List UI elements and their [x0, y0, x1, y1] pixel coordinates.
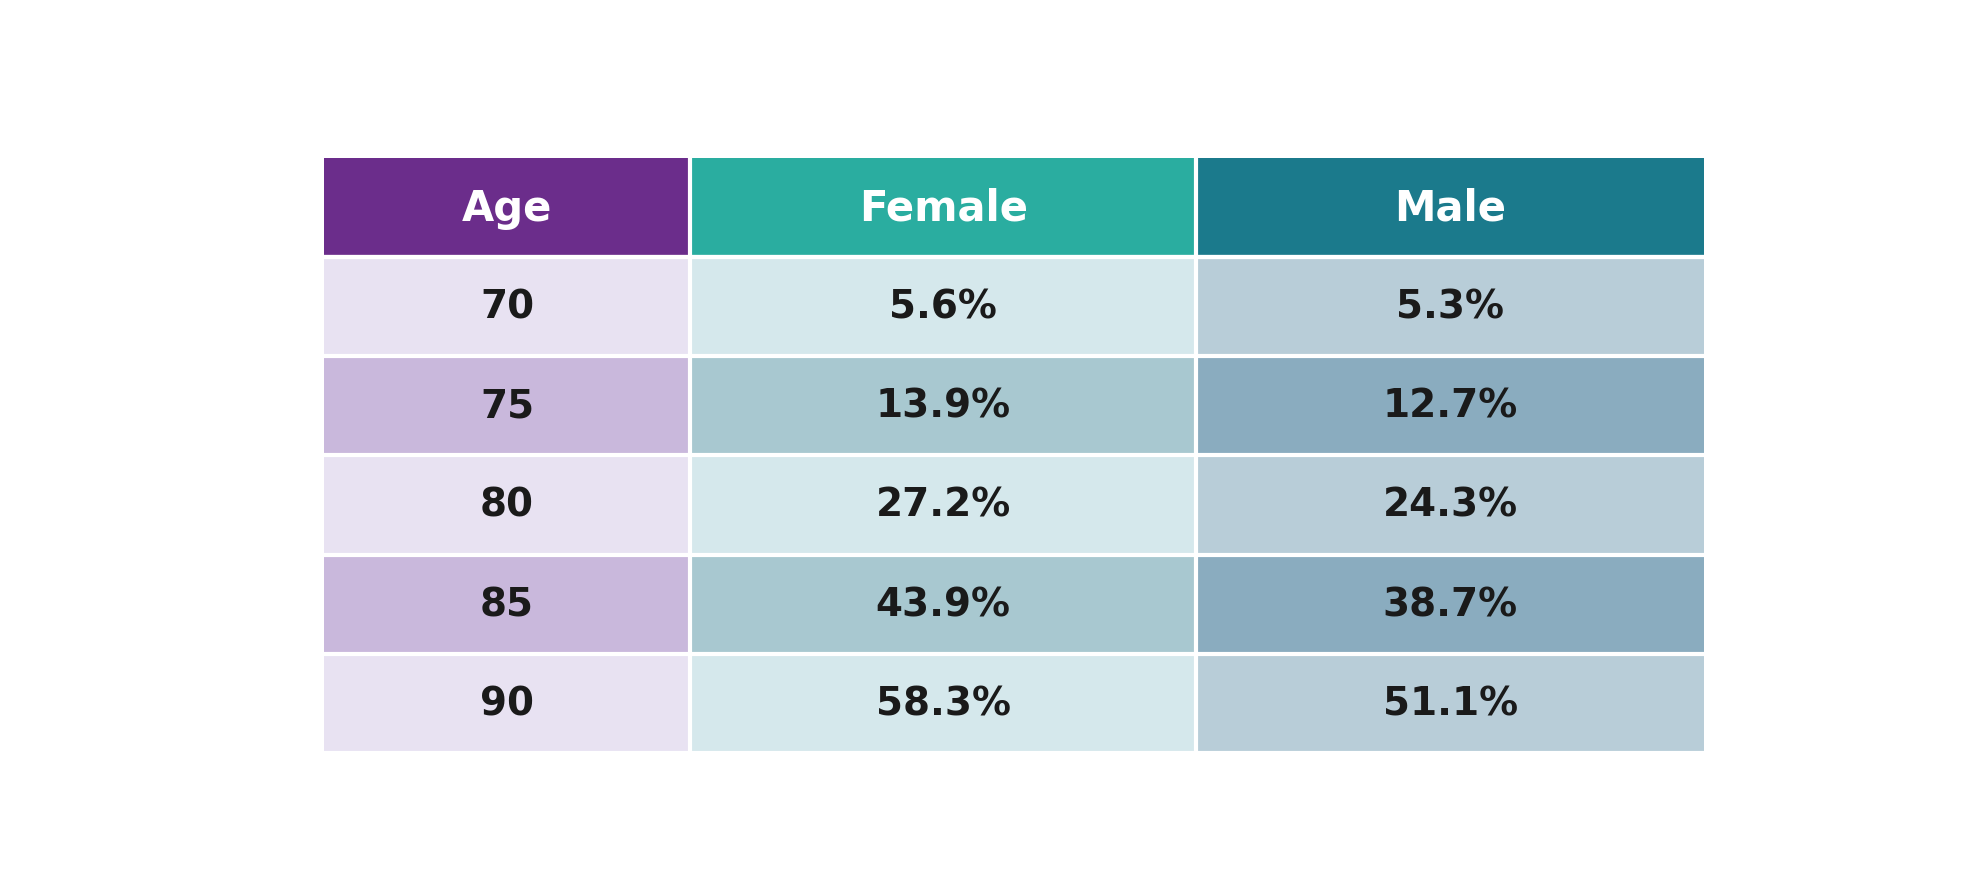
Bar	[1197, 357, 1704, 456]
Bar	[691, 160, 1197, 257]
Text: 58.3%: 58.3%	[875, 685, 1011, 723]
Bar	[1197, 654, 1704, 753]
Text: 75: 75	[479, 388, 534, 425]
Text: 12.7%: 12.7%	[1383, 388, 1518, 425]
Bar	[691, 257, 1197, 357]
Text: 24.3%: 24.3%	[1383, 487, 1518, 524]
Text: 43.9%: 43.9%	[875, 586, 1011, 624]
Bar	[325, 357, 691, 456]
Bar	[691, 654, 1197, 753]
Text: 85: 85	[481, 586, 534, 624]
Bar	[691, 456, 1197, 555]
Text: 5.3%: 5.3%	[1397, 288, 1504, 326]
Bar	[1197, 257, 1704, 357]
Text: 38.7%: 38.7%	[1383, 586, 1518, 624]
Text: Male: Male	[1395, 188, 1506, 229]
Bar	[325, 654, 691, 753]
Bar	[325, 160, 691, 257]
Bar	[325, 456, 691, 555]
Bar	[691, 555, 1197, 654]
Text: 51.1%: 51.1%	[1383, 685, 1518, 723]
Text: Female: Female	[859, 188, 1027, 229]
Text: 70: 70	[479, 288, 534, 326]
Bar	[691, 357, 1197, 456]
Text: 5.6%: 5.6%	[889, 288, 997, 326]
Text: 27.2%: 27.2%	[875, 487, 1011, 524]
Text: 13.9%: 13.9%	[875, 388, 1011, 425]
Text: 80: 80	[481, 487, 534, 524]
Text: 90: 90	[481, 685, 534, 723]
Bar	[1197, 160, 1704, 257]
Bar	[1197, 555, 1704, 654]
Bar	[325, 257, 691, 357]
Bar	[325, 555, 691, 654]
Text: Age: Age	[461, 188, 552, 229]
Bar	[1197, 456, 1704, 555]
